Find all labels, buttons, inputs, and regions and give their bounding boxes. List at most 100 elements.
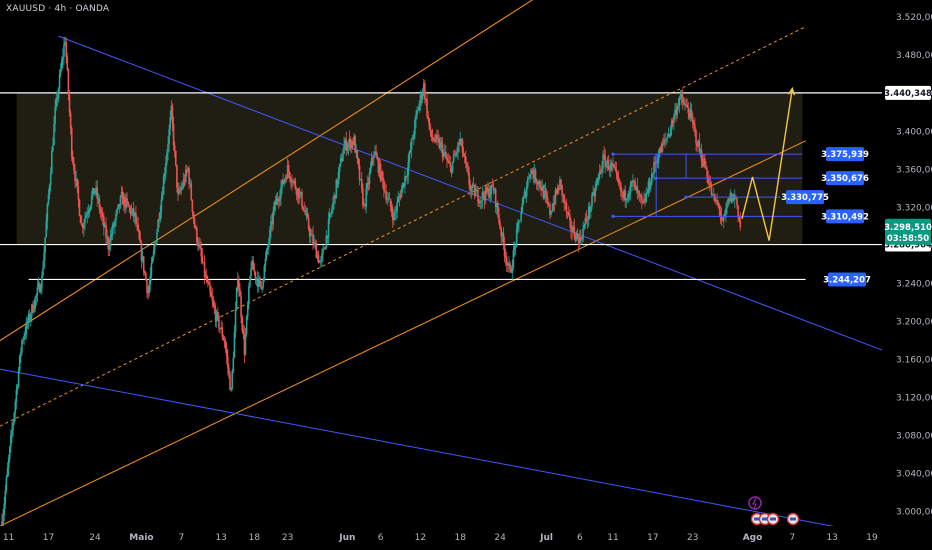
candle-body [457,142,459,153]
candle-body [419,94,422,104]
candle-body [586,219,589,221]
candle-body [246,304,249,317]
candle-body [533,169,536,179]
candle-body [695,130,697,144]
candle-body [393,213,395,221]
candle-body [421,93,424,100]
candle-body [325,235,328,248]
candle-body [470,188,473,192]
lightning-event-icon[interactable] [748,496,762,510]
candle-body [319,260,322,262]
candle-body [51,151,53,174]
candle-body [213,305,216,311]
candle-body [467,167,469,174]
symbol-title[interactable]: XAUUSD · 4h · OANDA [6,4,110,14]
time-axis-panel[interactable] [0,526,882,550]
candle-body [697,140,700,147]
time-tick-label: 11 [607,533,618,543]
candle-body [235,287,238,310]
candle-body [474,191,477,197]
candle-body [500,228,503,237]
candle-body [372,157,374,159]
blue-channel-lower-line[interactable] [0,368,883,537]
candle-body [544,190,547,195]
candle-body [151,257,154,264]
candle-body [310,233,312,237]
candle-body [241,317,243,331]
marked-level-tag-bg [786,190,824,205]
candle-body [347,143,350,148]
candle-body [410,139,413,151]
candle-body [161,194,164,200]
candle-body [326,235,329,238]
candle-body [300,191,302,194]
candle-body [271,221,273,225]
candle-body [427,115,429,118]
candle-body [739,219,742,228]
candle-body [259,277,261,282]
candle-body [471,184,474,189]
projection-path[interactable] [741,88,793,241]
candle-body [420,94,423,100]
candle-body [653,162,655,174]
candle-body [160,199,163,212]
time-tick-label: 17 [43,533,54,543]
candle-body [455,152,457,156]
candle-body [316,254,319,259]
candle-body [487,188,489,193]
price-tick-label: 3.480,000 [896,51,932,61]
candle-body [10,435,12,447]
candle-body [548,203,550,205]
orange-channel-lower-line[interactable] [0,140,806,527]
price-tick-label: 3.080,000 [896,432,932,442]
candle-body [16,386,19,390]
candle-body [525,186,528,197]
candle-body [270,221,272,230]
candle-body [335,179,338,199]
event-icons[interactable] [748,496,800,526]
price-tick-label: 3.200,000 [896,317,932,327]
candle-body [236,280,239,288]
candle-body [49,173,52,186]
candle-body [233,331,236,358]
candle-body [321,254,323,261]
candle-body [60,59,63,70]
time-tick-label: 7 [178,533,184,543]
candle-body [345,139,348,151]
candle-body [524,191,527,197]
candle-body [344,139,346,145]
orange-channel-upper-line[interactable] [0,0,580,341]
candle-body [349,138,352,149]
candle-body [510,268,512,273]
candle-body [137,224,139,231]
candle-body [486,187,488,193]
candle-body [566,212,569,214]
candle-body [135,212,137,224]
candle-body [543,190,546,199]
candle-body [57,88,60,100]
time-axis[interactable]: 11 17 24 Maio 7 13 18 23 Jun 6 12 18 24 Jul 6 11 17 23 Ago… [3,533,878,543]
candle-body [668,134,671,136]
candle-body [526,178,529,187]
candle-body [12,422,14,430]
price-tags: 3.440,348 3.280,904 3.244,207 3.375,939 3.35… [781,85,932,287]
candle-body [509,263,511,269]
candle-body [490,184,493,194]
candle-body [546,198,549,204]
candle-body [297,188,300,199]
candle-body [190,183,193,200]
price-axis-panel[interactable] [882,0,932,526]
candle-body [210,291,213,297]
candle-body [514,246,517,247]
candle-body [540,186,542,191]
candle-body [356,150,359,159]
candle-body [391,212,394,221]
candle-body [696,143,698,147]
candle-body [495,203,498,208]
candle-body [158,219,160,221]
candle-body [239,289,241,297]
marked-level-point [684,195,688,199]
candle-body [550,211,552,215]
candle-body [584,218,587,226]
